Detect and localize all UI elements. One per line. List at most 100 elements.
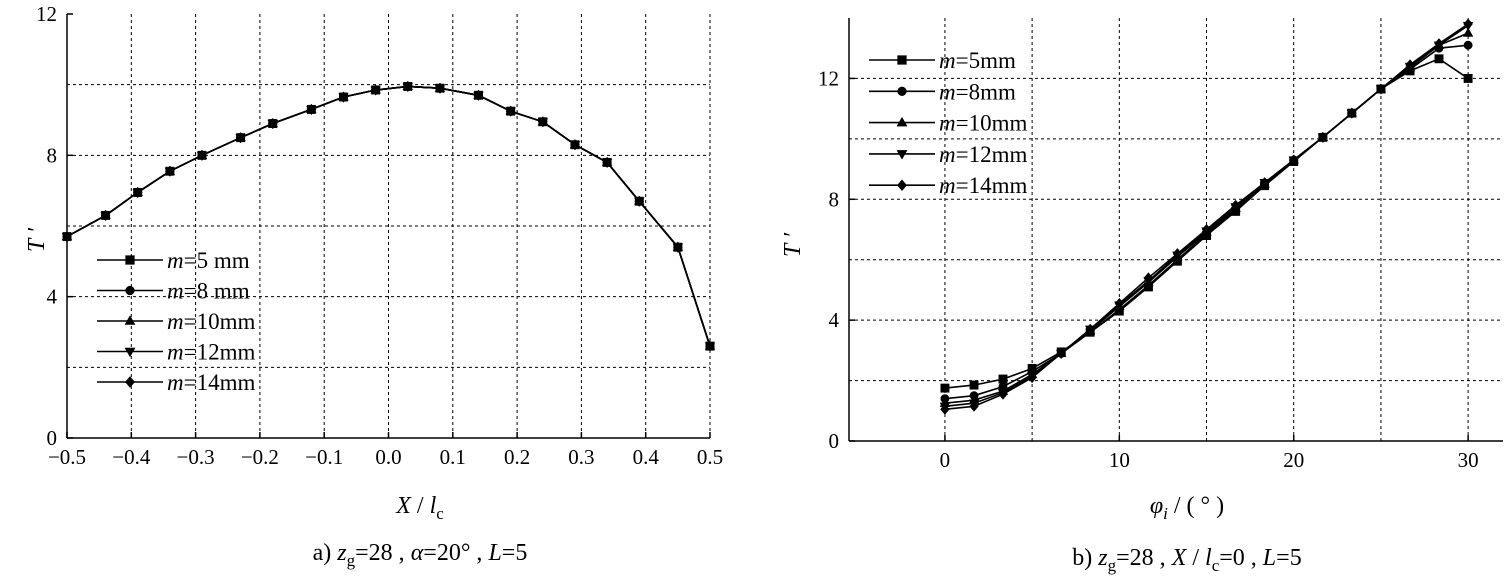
chart-a-x-tick-label: 0.3 xyxy=(568,445,594,469)
chart-b-x-tick-label: 10 xyxy=(1109,448,1130,472)
chart-b-series-m14mm-point xyxy=(1463,18,1473,30)
chart-a-legend-label: m=8 mm xyxy=(167,279,250,304)
chart-a-series-m14mm-point xyxy=(570,139,580,151)
chart-b-caption-rest2: =0 , xyxy=(1219,545,1263,571)
chart-a-x-tick-label: −0.5 xyxy=(48,445,86,469)
chart-a-legend-entry: m=5 mm xyxy=(97,248,250,273)
chart-b-x-axis-label: φi / ( ° ) xyxy=(1150,493,1224,523)
chart-a-x-tick-label: −0.2 xyxy=(241,445,279,469)
chart-a-series-m14mm-point xyxy=(538,116,548,128)
chart-b-series-m14mm-point xyxy=(1376,83,1386,95)
chart-b-legend-marker xyxy=(896,116,908,127)
chart-a-y-tick-label: 12 xyxy=(36,2,57,26)
chart-a-caption-z: z xyxy=(336,540,347,566)
chart-a-legend-label: m=12mm xyxy=(167,340,255,365)
chart-a-y-tick-label: 0 xyxy=(47,426,58,450)
chart-a-series-m14mm-point xyxy=(338,91,349,103)
chart-b-series-m8mm-point xyxy=(1463,40,1473,50)
chart-a-legend-entry: m=10mm xyxy=(97,309,255,334)
chart-b-series-m14mm-point xyxy=(998,388,1008,400)
chart-b-legend-label-value: =8mm xyxy=(956,79,1016,104)
chart-b-series-m14mm-point xyxy=(1347,107,1357,119)
chart-b-series-m5mm-point xyxy=(940,383,950,393)
chart-b-series-m14mm-point xyxy=(1405,59,1415,71)
chart-b-legend-label: m=14mm xyxy=(939,173,1027,198)
chart-a-x-tick-label: −0.4 xyxy=(112,445,151,469)
chart-b-legend-label-var: m xyxy=(939,111,956,136)
chart-a-xlabel-sep: / xyxy=(411,493,430,519)
chart-b-legend-label-value: =12mm xyxy=(956,142,1028,167)
chart-b-legend-label-var: m xyxy=(939,48,956,73)
chart-a-legend-marker xyxy=(124,347,136,358)
chart-a-series-m14mm-point xyxy=(705,340,715,352)
chart-a-legend-entry: m=8 mm xyxy=(97,279,250,304)
chart-a-legend-label-value: =10mm xyxy=(184,309,256,334)
chart-a-series-m14mm-point xyxy=(165,165,175,177)
chart-b-legend-marker xyxy=(897,86,907,96)
chart-a-caption-rest2: =20° , xyxy=(423,540,488,566)
chart-a-series-m14mm-point xyxy=(132,186,143,199)
chart-b-legend-marker xyxy=(896,150,908,160)
chart-a-series-m14mm-point xyxy=(62,230,72,243)
chart-a-series-m14mm-point xyxy=(473,89,484,101)
chart-a-legend-label-var: m xyxy=(167,248,184,273)
chart-a-gridlines xyxy=(67,14,711,438)
chart-b-caption-prefix: b) xyxy=(1072,545,1098,571)
chart-a-series-m14mm xyxy=(62,80,715,352)
chart-a-y-tick-label: 8 xyxy=(47,143,58,167)
chart-a-x-tick-label: −0.3 xyxy=(177,445,215,469)
chart-b-legend-entry: m=5mm xyxy=(869,48,1016,73)
chart-a-series-m8mm-line xyxy=(66,85,711,347)
chart-a-xlabel-den: l xyxy=(430,493,437,519)
chart-b-y-tick-label: 4 xyxy=(829,308,840,332)
chart-a-legend-label: m=14mm xyxy=(167,370,255,395)
chart-b-legend-label-var: m xyxy=(939,173,956,198)
chart-b-series xyxy=(939,18,1474,415)
chart-a-legend-label-value: =12mm xyxy=(184,340,256,365)
chart-a-legend-label-value: =8 mm xyxy=(184,279,250,304)
chart-b-caption-z: z xyxy=(1097,545,1108,571)
chart-b-y-tick-labels: 0 4 8 12 xyxy=(818,66,840,453)
chart-a-x-tick-label: 0.0 xyxy=(375,445,401,469)
chart-b-y-tick-label: 0 xyxy=(829,429,840,453)
chart-b-series-m5mm-point xyxy=(1463,73,1473,83)
chart-a-legend-marker xyxy=(125,255,135,265)
chart-b-legend-label: m=5mm xyxy=(939,48,1016,73)
chart-a-legend-label-var: m xyxy=(167,370,184,395)
chart-a-legend-marker xyxy=(125,285,135,296)
chart-b-series-m5mm-point xyxy=(1434,54,1444,64)
chart-b-legend-label-value: =5mm xyxy=(956,48,1016,73)
chart-b-series-m14mm-point xyxy=(1259,177,1270,189)
chart-a: −0.5 −0.4 −0.3 −0.2 −0.1 0.0 0.1 0.2 0.3 0.4 0.5 0… xyxy=(24,2,723,570)
chart-b-legend-entry: m=14mm xyxy=(869,173,1027,198)
chart-b-legend-label-var: m xyxy=(939,142,956,167)
chart-b-series-m14mm-point xyxy=(1201,223,1212,236)
chart-a-series-m14mm-point xyxy=(403,80,413,93)
chart-a-legend-label-var: m xyxy=(167,279,184,304)
chart-a-x-tick-label: 0.2 xyxy=(504,445,530,469)
chart-b-caption-L: L xyxy=(1262,545,1276,571)
chart-b-legend-marker xyxy=(897,55,907,65)
chart-a-caption-alpha: α xyxy=(411,540,424,566)
chart-a-caption: a) zg=28 , α=20° , L=5 xyxy=(313,540,528,570)
chart-a-series-m14mm-point xyxy=(505,105,516,117)
chart-a-x-tick-label: 0.1 xyxy=(440,445,466,469)
chart-b-caption-rest1: =28 , xyxy=(1116,545,1172,571)
chart-b-xlabel-sub: i xyxy=(1163,504,1168,523)
chart-b-y-tick-label: 8 xyxy=(829,187,840,211)
chart-a-y-tick-label: 4 xyxy=(47,285,58,309)
chart-b-series-m14mm-point xyxy=(1318,131,1328,143)
chart-b-series-m14mm-point xyxy=(1085,323,1095,335)
chart-b-series-m10mm-point xyxy=(1462,27,1474,37)
chart-b-series-m14mm-point xyxy=(1230,199,1241,211)
chart-b-series-m14mm-point xyxy=(940,403,950,415)
chart-b-x-tick-label: 0 xyxy=(940,448,951,472)
chart-b-series-m14mm-point xyxy=(1288,154,1299,166)
chart-a-series-m14mm-point xyxy=(306,103,317,116)
chart-b-series-m14mm-point xyxy=(1114,297,1125,310)
chart-a-series-m14mm-line xyxy=(66,85,711,347)
chart-a-caption-sub: g xyxy=(347,551,356,570)
chart-b-y-tick-label: 12 xyxy=(818,66,839,90)
chart-a-axes xyxy=(66,13,711,439)
